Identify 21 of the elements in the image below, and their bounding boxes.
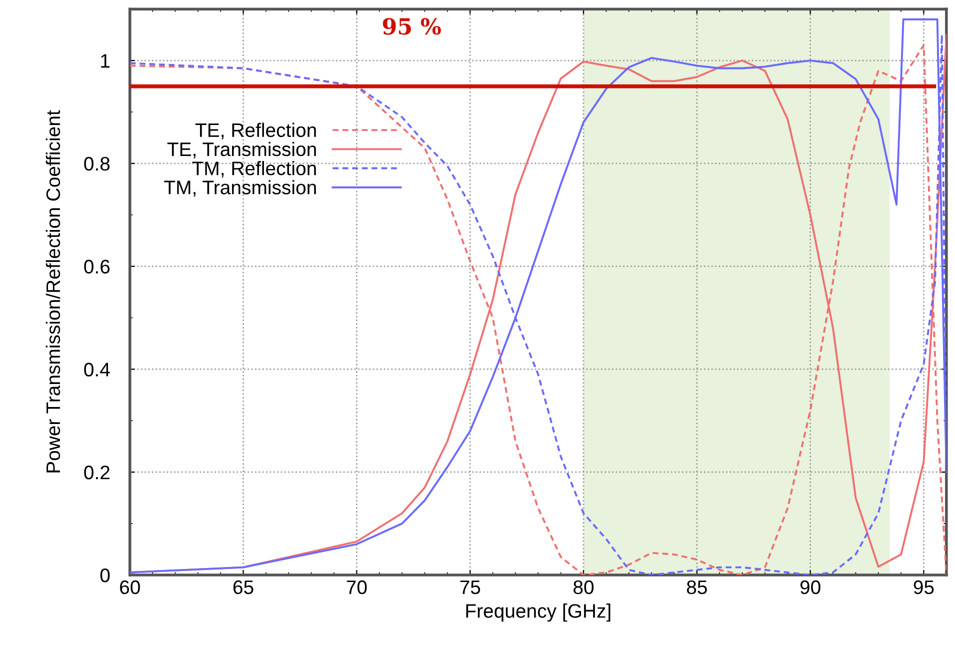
x-tick-label: 90 (800, 580, 820, 594)
legend-label: TE, Transmission (167, 142, 316, 158)
x-tick-label: 70 (346, 580, 367, 594)
y-tick-label: 1 (101, 54, 110, 68)
legend-label: TM, Transmission (164, 180, 316, 197)
y-tick-label: 0.2 (84, 466, 110, 480)
y-tick-label: 0.4 (84, 362, 110, 376)
x-tick-label: 60 (120, 580, 140, 594)
legend-label: TM, Reflection (192, 160, 316, 178)
y-tick-label: 0.8 (84, 156, 110, 171)
ref-line-label: 95 % (382, 18, 441, 35)
y-axis-title: Power Transmission/Reflection Coefficient (46, 110, 60, 472)
x-tick-label: 65 (233, 580, 254, 594)
x-tick-label: 95 (914, 580, 934, 594)
x-tick-label: 75 (460, 580, 480, 594)
y-tick-label: 0.6 (84, 260, 110, 274)
legend-label: TE, Reflection (195, 122, 316, 140)
x-tick-label: 85 (686, 580, 707, 594)
y-tick-label: 0 (100, 568, 110, 582)
x-axis-title: Frequency [GHz] (466, 604, 610, 622)
x-tick-label: 80 (574, 580, 594, 594)
